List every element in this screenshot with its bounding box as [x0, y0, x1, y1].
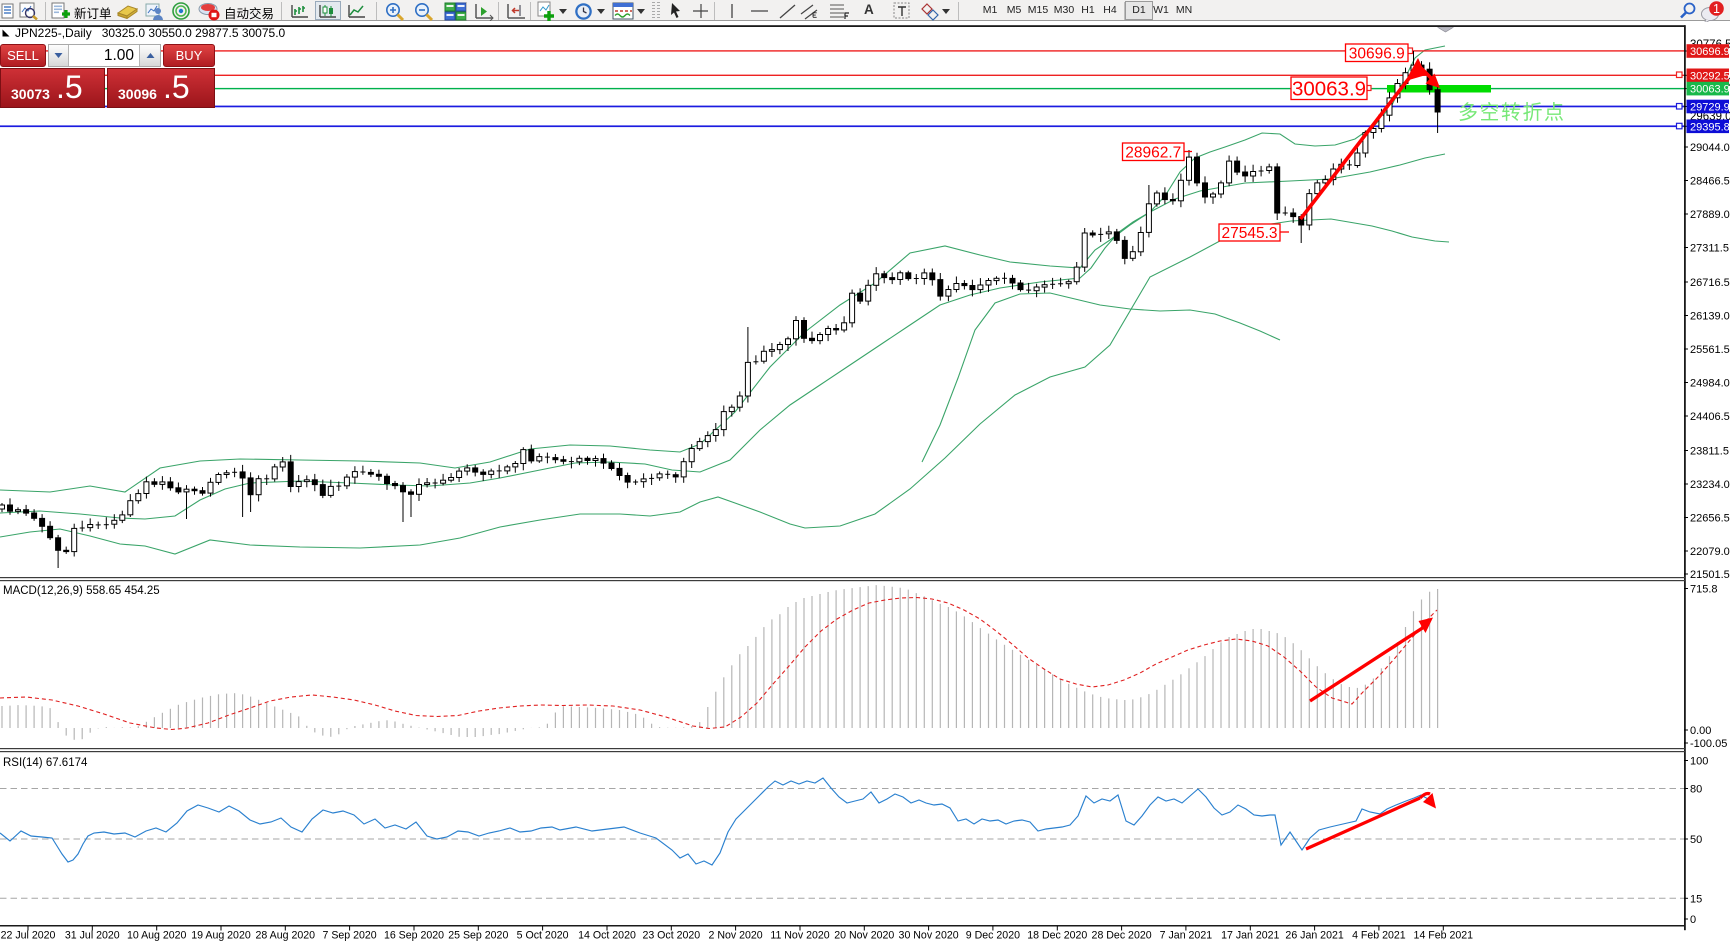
svg-text:0.00: 0.00: [1690, 725, 1711, 737]
svg-text:23 Oct 2020: 23 Oct 2020: [642, 930, 700, 942]
svg-text:22079.0: 22079.0: [1690, 546, 1730, 558]
svg-text:0: 0: [1690, 914, 1696, 926]
svg-text:27545.3: 27545.3: [1221, 225, 1277, 242]
svg-text:80: 80: [1690, 784, 1702, 796]
svg-text:7 Jan 2021: 7 Jan 2021: [1160, 930, 1213, 942]
svg-text:多空转折点: 多空转折点: [1458, 101, 1566, 124]
svg-text:MACD(12,26,9) 558.65 454.25: MACD(12,26,9) 558.65 454.25: [3, 585, 160, 597]
svg-text:2 Nov 2020: 2 Nov 2020: [709, 930, 763, 942]
svg-text:19 Aug 2020: 19 Aug 2020: [191, 930, 251, 942]
svg-text:RSI(14) 67.6174: RSI(14) 67.6174: [3, 757, 88, 769]
svg-text:27311.5: 27311.5: [1690, 243, 1729, 255]
svg-text:30063.9: 30063.9: [1690, 84, 1730, 96]
svg-text:30 Nov 2020: 30 Nov 2020: [899, 930, 959, 942]
svg-text:18 Dec 2020: 18 Dec 2020: [1027, 930, 1087, 942]
svg-text:23811.5: 23811.5: [1690, 446, 1729, 458]
svg-text:15: 15: [1690, 893, 1702, 905]
svg-text:21501.5: 21501.5: [1690, 569, 1730, 581]
svg-text:24984.0: 24984.0: [1690, 378, 1730, 390]
svg-text:31 Jul 2020: 31 Jul 2020: [65, 930, 120, 942]
svg-text:715.8: 715.8: [1690, 584, 1718, 596]
svg-text:100: 100: [1690, 756, 1708, 768]
svg-text:11 Nov 2020: 11 Nov 2020: [770, 930, 829, 942]
svg-text:JPN225-,Daily 30325.0 30550.: JPN225-,Daily 30325.0 30550.0 29877.5 30…: [15, 26, 286, 40]
svg-text:30696.9: 30696.9: [1349, 45, 1405, 62]
svg-text:20 Nov 2020: 20 Nov 2020: [834, 930, 894, 942]
svg-text:28962.7: 28962.7: [1125, 144, 1181, 161]
svg-text:50: 50: [1690, 834, 1702, 846]
svg-text:28466.5: 28466.5: [1690, 176, 1730, 188]
svg-text:26139.0: 26139.0: [1690, 311, 1730, 323]
svg-text:28 Dec 2020: 28 Dec 2020: [1092, 930, 1152, 942]
svg-text:22656.5: 22656.5: [1690, 513, 1730, 525]
svg-text:29729.9: 29729.9: [1690, 102, 1730, 114]
svg-text:16 Sep 2020: 16 Sep 2020: [384, 930, 444, 942]
svg-text:26 Jan 2021: 26 Jan 2021: [1285, 930, 1343, 942]
svg-text:26716.5: 26716.5: [1690, 277, 1730, 289]
svg-text:14 Oct 2020: 14 Oct 2020: [578, 930, 636, 942]
svg-text:1: 1: [1713, 2, 1720, 16]
svg-text:22 Jul 2020: 22 Jul 2020: [1, 930, 56, 942]
svg-text:4 Feb 2021: 4 Feb 2021: [1352, 930, 1406, 942]
svg-text:-100.05: -100.05: [1690, 738, 1727, 750]
svg-text:30292.5: 30292.5: [1690, 70, 1730, 82]
svg-text:30063.9: 30063.9: [1292, 78, 1366, 101]
svg-text:27889.0: 27889.0: [1690, 209, 1730, 221]
svg-text:29044.0: 29044.0: [1690, 142, 1730, 154]
svg-text:29395.8: 29395.8: [1690, 121, 1730, 133]
svg-text:25 Sep 2020: 25 Sep 2020: [448, 930, 508, 942]
svg-text:5 Oct 2020: 5 Oct 2020: [517, 930, 569, 942]
svg-text:28 Aug 2020: 28 Aug 2020: [256, 930, 316, 942]
svg-text:24406.5: 24406.5: [1690, 411, 1730, 423]
svg-text:17 Jan 2021: 17 Jan 2021: [1221, 930, 1279, 942]
svg-text:7 Sep 2020: 7 Sep 2020: [322, 930, 376, 942]
svg-text:30696.9: 30696.9: [1690, 46, 1730, 58]
svg-text:25561.5: 25561.5: [1690, 344, 1730, 356]
svg-text:14 Feb 2021: 14 Feb 2021: [1414, 930, 1474, 942]
svg-text:23234.0: 23234.0: [1690, 479, 1730, 491]
svg-text:9 Dec 2020: 9 Dec 2020: [966, 930, 1020, 942]
svg-text:10 Aug 2020: 10 Aug 2020: [127, 930, 187, 942]
